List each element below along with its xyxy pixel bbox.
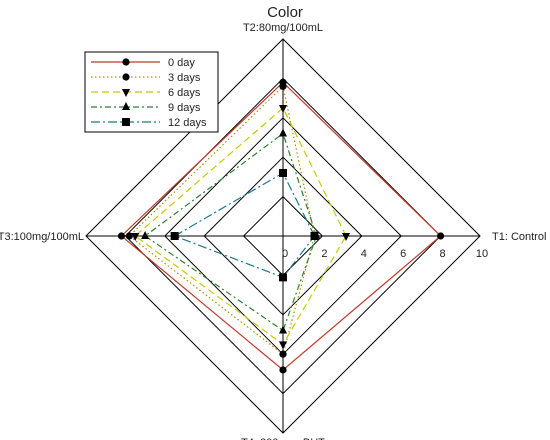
- series: [141, 128, 321, 334]
- tick-label: 4: [361, 248, 367, 260]
- data-point: [122, 89, 130, 97]
- series-line: [134, 106, 347, 346]
- series: [131, 104, 351, 350]
- legend-item: 12 days: [91, 117, 207, 129]
- legend-item: 9 days: [91, 102, 201, 114]
- data-point: [310, 232, 319, 240]
- data-point: [122, 102, 130, 110]
- legend: 0 day 3 days 6 days 9 days 12 days: [84, 51, 219, 133]
- axis-label: T2:80mg/100mL: [243, 22, 323, 34]
- legend-label: 0 day: [168, 57, 195, 69]
- tick-label: 0: [282, 248, 288, 260]
- radial-tick-labels: 0 2 4 6 8 10: [282, 248, 488, 260]
- data-point: [279, 168, 287, 177]
- data-point: [279, 82, 287, 90]
- data-point: [131, 233, 140, 241]
- legend-label: 6 days: [168, 87, 201, 99]
- series: [117, 78, 445, 374]
- series: [125, 82, 319, 358]
- axis-labels: T1: Control T2:80mg/100mL T3:100mg/100mL T4…: [0, 22, 546, 440]
- tick-label: 2: [321, 248, 327, 260]
- data-point: [279, 341, 287, 350]
- legend-label: 12 days: [168, 117, 207, 129]
- tick-label: 10: [476, 248, 488, 260]
- chart-title: Color: [267, 4, 303, 21]
- data-point: [279, 350, 287, 358]
- axis-label: T1: Control: [492, 231, 546, 243]
- axis-label: T4: 200ppm BHT: [241, 437, 325, 440]
- legend-item: 0 day: [91, 57, 195, 69]
- data-point: [141, 231, 150, 239]
- data-point: [279, 366, 287, 374]
- legend-label: 3 days: [168, 72, 201, 84]
- axis-label: T3:100mg/100mL: [0, 231, 84, 243]
- data-point: [122, 73, 130, 81]
- data-point: [117, 232, 126, 240]
- data-point: [125, 232, 133, 240]
- legend-item: 6 days: [91, 87, 201, 99]
- data-point: [279, 273, 287, 282]
- series-layer: [117, 78, 445, 374]
- data-point: [437, 232, 445, 240]
- series: [170, 168, 319, 282]
- legend-item: 3 days: [91, 72, 201, 84]
- data-point: [279, 104, 287, 113]
- data-point: [342, 233, 351, 241]
- legend-label: 9 days: [168, 102, 201, 114]
- data-point: [122, 118, 130, 126]
- series-line: [173, 172, 316, 279]
- data-point: [170, 232, 179, 240]
- series-line: [144, 132, 318, 332]
- tick-label: 6: [400, 248, 406, 260]
- data-point: [122, 58, 130, 66]
- data-point: [279, 128, 287, 137]
- tick-label: 8: [440, 248, 446, 260]
- data-point: [279, 325, 287, 334]
